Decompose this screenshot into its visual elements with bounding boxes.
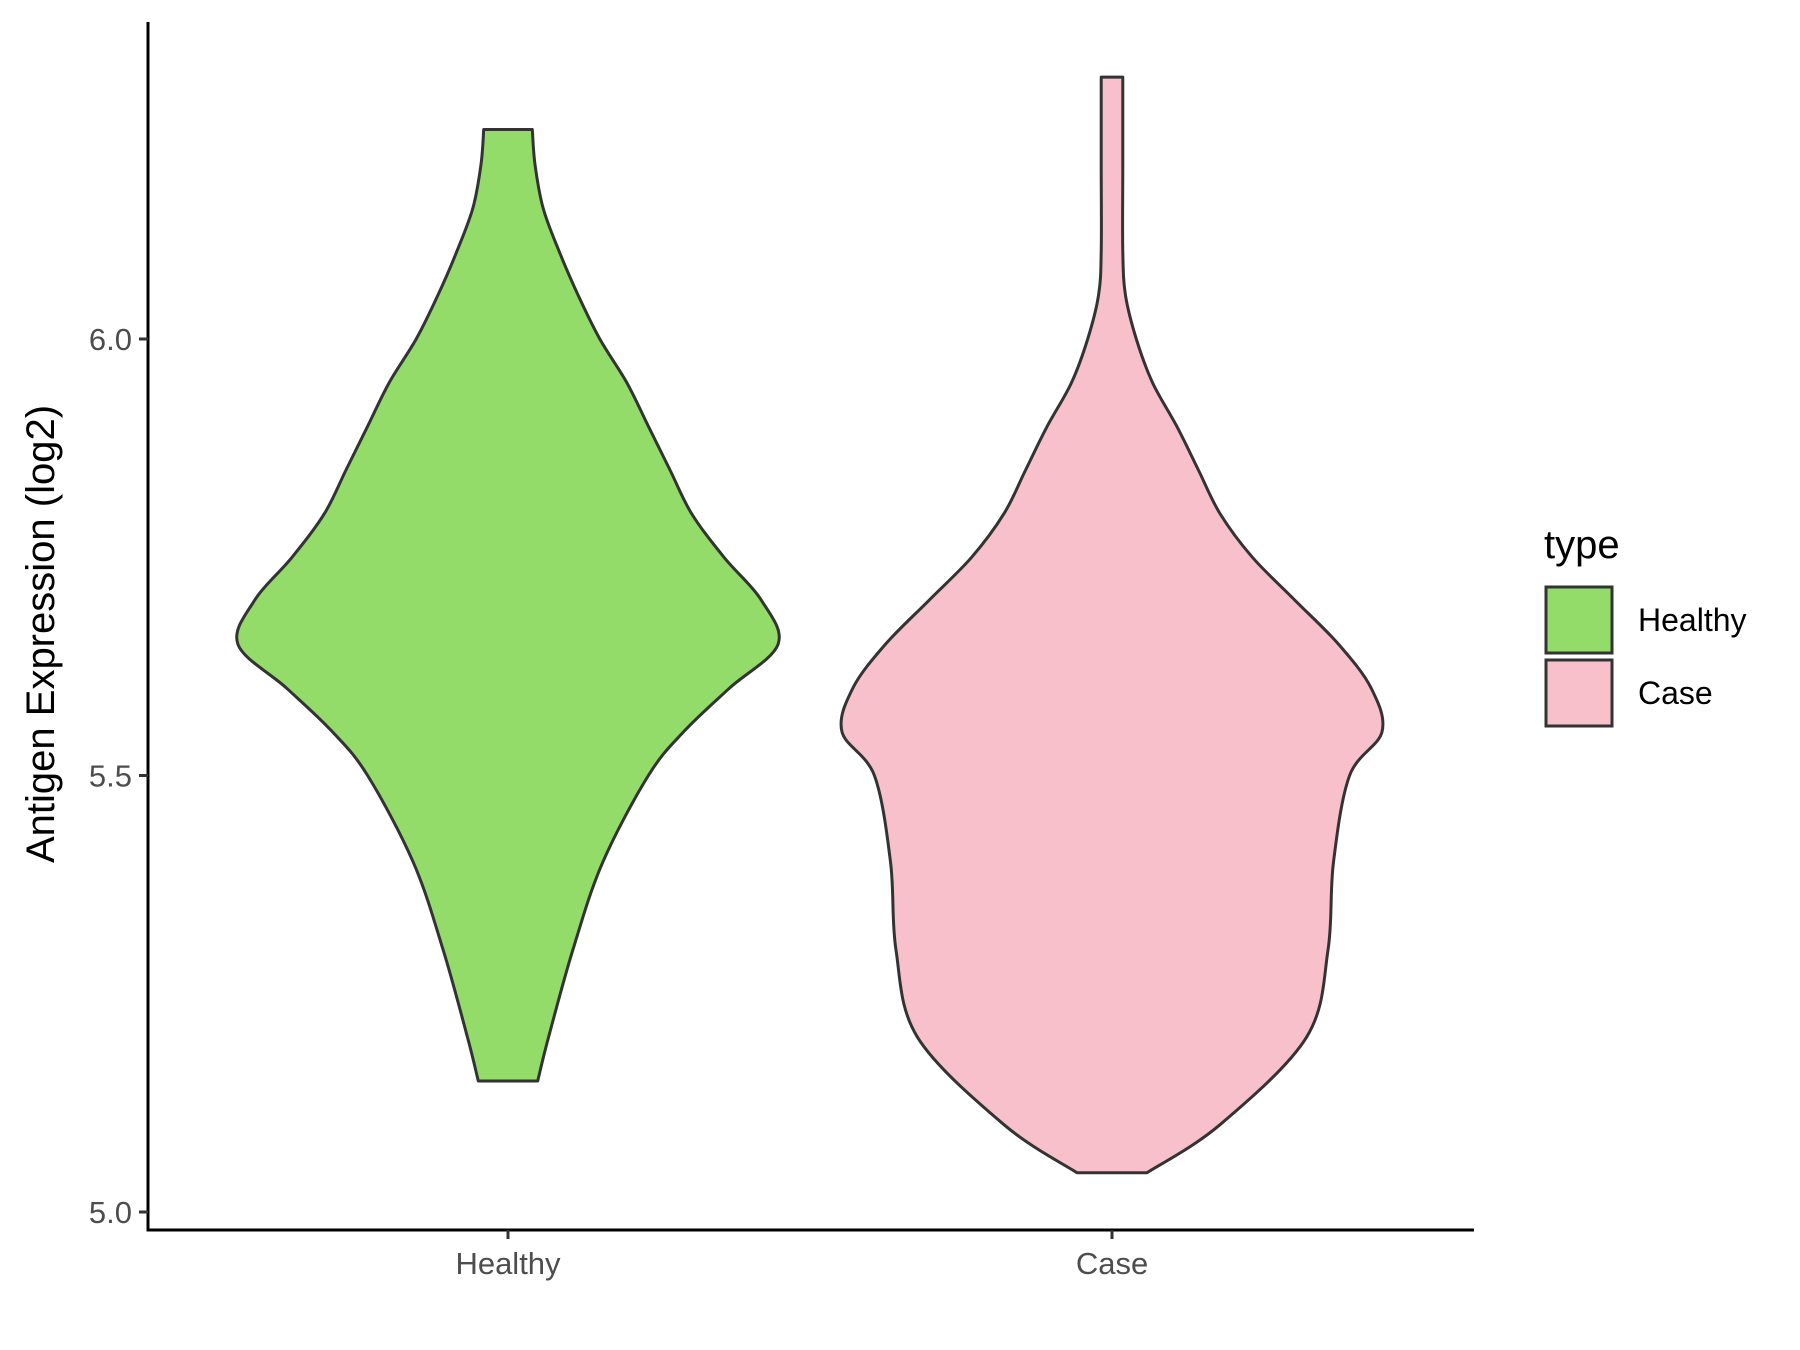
y-tick-label: 5.0	[89, 1195, 132, 1230]
legend-item-healthy: Healthy	[1544, 585, 1747, 655]
legend-label: Healthy	[1638, 602, 1747, 638]
x-tick-label: Case	[1076, 1246, 1148, 1281]
y-ticks: 5.0 5.5 6.0	[89, 322, 148, 1230]
legend-key-case	[1544, 658, 1614, 728]
legend-key-healthy	[1544, 585, 1614, 655]
legend-entries: Healthy Case	[1544, 585, 1747, 728]
y-tick-label: 6.0	[89, 322, 132, 357]
x-ticks: Healthy Case	[455, 1230, 1148, 1281]
violins-layer	[235, 75, 1385, 1175]
axes-layer	[146, 22, 1474, 1232]
violin-case	[839, 75, 1385, 1175]
legend-item-case: Case	[1544, 658, 1713, 728]
violin-healthy	[235, 128, 781, 1083]
y-tick-label: 5.5	[89, 759, 132, 794]
legend: type Healthy Case	[1544, 523, 1747, 728]
legend-title: type	[1544, 523, 1620, 567]
x-tick-label: Healthy	[455, 1246, 561, 1281]
y-axis-title: Antigen Expression (log2)	[19, 405, 63, 863]
legend-label: Case	[1638, 675, 1713, 711]
